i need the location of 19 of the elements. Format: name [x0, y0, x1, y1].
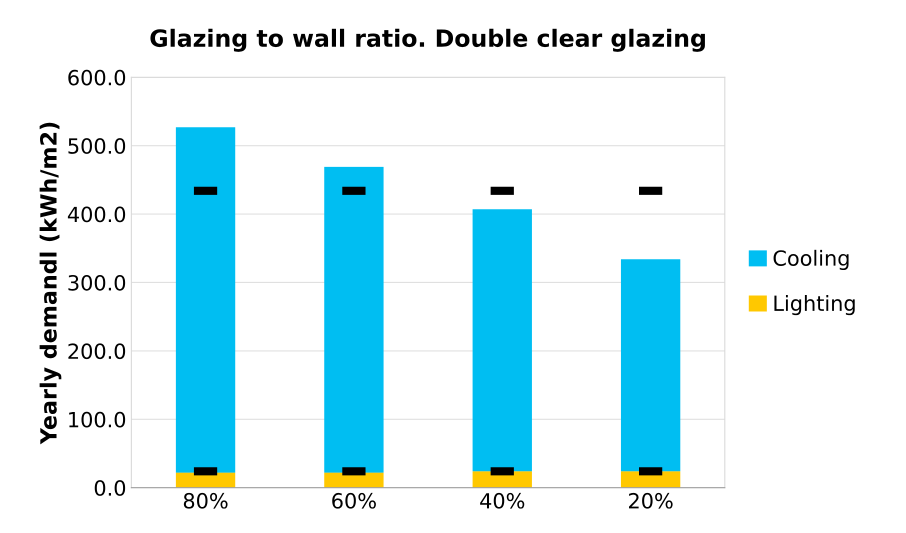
x-tick-label: 40%: [480, 492, 524, 509]
x-tick-label: 20%: [628, 492, 673, 509]
bar: [176, 127, 236, 473]
y-tick-label: 400.0: [68, 206, 126, 222]
y-tick-label: 300.0: [68, 274, 126, 291]
bar: [620, 259, 680, 472]
y-tick-label: 100.0: [69, 412, 126, 428]
legend-label: Cooling: [774, 250, 849, 270]
bar: [472, 209, 532, 472]
y-tick-label: 0.0: [94, 480, 126, 496]
y-tick-label: 500.0: [68, 138, 126, 154]
x-tick-label: 80%: [184, 492, 228, 509]
y-axis-title: Yearly demandl (kWh/m2): [40, 122, 62, 444]
y-tick-label: 600.0: [68, 70, 126, 86]
x-tick-label: 60%: [332, 492, 376, 509]
y-tick-label: 200.0: [68, 343, 126, 360]
legend-label: Lighting: [774, 294, 855, 316]
chart-title: Glazing to wall ratio. Double clear glazing: [150, 28, 705, 52]
bar: [324, 166, 384, 473]
